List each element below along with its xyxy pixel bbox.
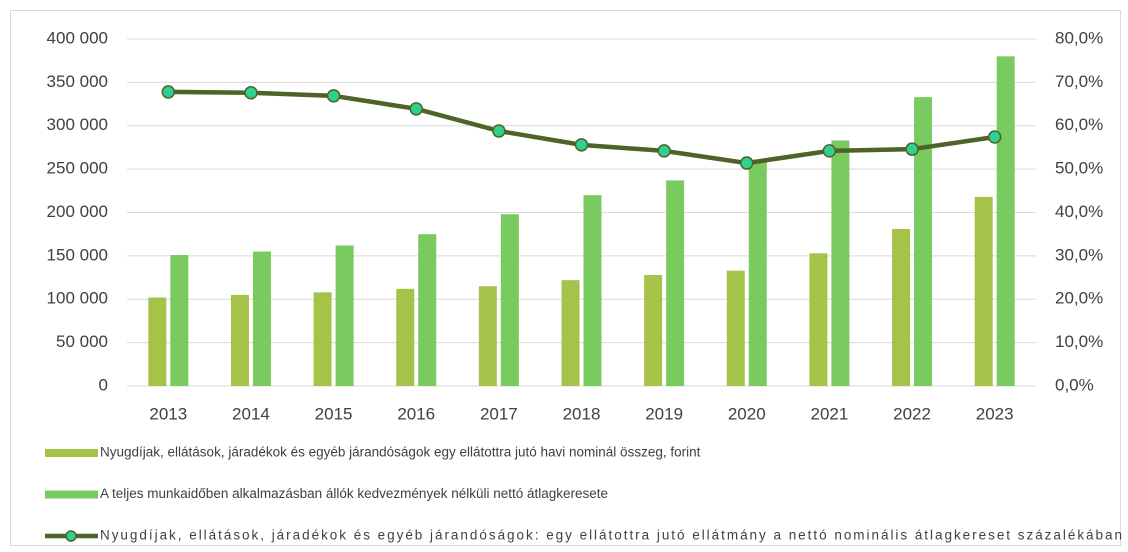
legend-swatch [45,449,98,457]
bar [914,97,933,386]
bar [726,270,745,386]
y2-tick-label: 70,0% [1055,72,1103,91]
y-tick-label: 100 000 [47,289,108,308]
bar [831,140,850,386]
x-tick-label: 2016 [397,404,435,423]
y2-tick-label: 50,0% [1055,159,1103,178]
legend-label: A teljes munkaidőben alkalmazásban állók… [100,486,608,501]
y-tick-label: 400 000 [47,28,108,47]
legend-label: Nyugdíjak, ellátások, járadékok és egyéb… [100,528,1122,543]
line-marker [987,130,1002,144]
line-marker [574,138,589,152]
y-tick-label: 50 000 [56,332,108,351]
y2-tick-label: 20,0% [1055,289,1103,308]
x-tick-label: 2014 [232,404,270,423]
y-tick-label: 300 000 [47,115,108,134]
chart-border [10,10,1121,546]
y2-tick-label: 0,0% [1055,375,1094,394]
y2-tick-label: 60,0% [1055,115,1103,134]
line-marker [822,144,837,158]
line-marker [244,86,258,100]
bar [170,255,189,386]
x-tick-label: 2015 [315,404,353,423]
legend-label: Nyugdíjak, ellátások, járadékok és egyéb… [100,445,701,460]
x-tick-label: 2019 [645,404,683,423]
legend-marker [65,530,77,542]
bar [974,196,993,386]
bar [996,56,1015,386]
x-tick-label: 2022 [893,404,931,423]
bar [583,195,602,386]
y-tick-label: 0 [99,375,108,394]
line-marker [657,144,671,158]
x-tick-label: 2021 [810,404,848,423]
line-marker [326,89,341,103]
y-tick-label: 200 000 [47,202,108,221]
y-tick-label: 150 000 [47,245,108,264]
x-tick-label: 2020 [728,404,766,423]
y2-tick-label: 10,0% [1055,332,1103,351]
line-marker [161,85,176,99]
line-marker [905,142,919,156]
bar [252,251,271,386]
bar [418,234,437,386]
bar [666,180,685,386]
bar [561,280,580,386]
bar [892,228,911,386]
y2-tick-label: 80,0% [1055,28,1103,47]
bar [809,253,828,386]
y-tick-label: 350 000 [47,72,108,91]
bar [644,274,663,386]
x-tick-label: 2013 [149,404,187,423]
y2-tick-label: 30,0% [1055,245,1103,264]
legend-swatch [45,490,98,499]
bar [230,294,249,386]
line-marker [492,124,506,138]
bar [478,286,497,386]
y2-tick-label: 40,0% [1055,202,1103,221]
line-marker [740,156,754,170]
x-tick-label: 2018 [563,404,601,423]
bar [335,245,354,386]
bar [313,292,332,386]
bar [148,297,167,386]
y-tick-label: 250 000 [47,159,108,178]
line-marker [409,102,423,116]
bar [748,160,767,386]
bar [396,288,415,386]
x-tick-label: 2017 [480,404,518,423]
bar [500,214,519,386]
x-tick-label: 2023 [976,404,1014,423]
